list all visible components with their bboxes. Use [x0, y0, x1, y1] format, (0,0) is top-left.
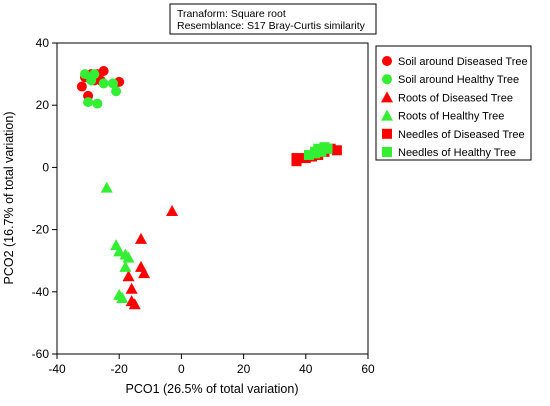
data-point-circle [92, 98, 103, 109]
data-point-circle [107, 78, 118, 89]
legend-label: Needles of Diseased Tree [398, 129, 525, 141]
legend-label: Soil around Diseased Tree [398, 56, 528, 68]
legend-marker-triangle [381, 91, 393, 103]
x-tick-label: 0 [178, 362, 185, 376]
legend: Soil around Diseased Tree Soil around Hea… [375, 45, 532, 161]
x-tick-label: 20 [237, 362, 251, 376]
data-point-triangle [122, 270, 135, 282]
data-point-triangle [134, 232, 147, 244]
data-point-triangle [113, 245, 126, 257]
data-point-square [322, 143, 333, 154]
data-point-triangle [119, 260, 132, 272]
legend-frame [375, 45, 532, 161]
data-point-circle [79, 69, 90, 80]
data-point-circle [76, 81, 87, 92]
info-box-line-2: Resemblance: S17 Bray-Curtis similarity [177, 20, 366, 32]
x-axis: -40 -20 0 20 40 60 [48, 354, 375, 376]
x-tick-label: -20 [111, 362, 129, 376]
y-axis: -60 -40 -20 0 20 40 [32, 36, 57, 361]
y-tick-label: -40 [32, 285, 50, 299]
plot-frame [56, 42, 369, 355]
x-tick-label: 40 [299, 362, 313, 376]
data-points [76, 65, 342, 310]
data-point-circle [98, 65, 109, 76]
y-tick-label: 20 [36, 98, 50, 112]
legend-items: Soil around Diseased Tree Soil around Hea… [381, 56, 528, 159]
data-point-triangle [100, 181, 113, 193]
legend-marker-circle [382, 56, 392, 66]
data-point-square [331, 145, 342, 156]
x-tick-label: 60 [361, 362, 375, 376]
x-axis-label: PCO1 (26.5% of total variation) [126, 382, 299, 396]
info-box-frame [169, 3, 377, 35]
y-axis-label: PCO2 (16.7% of total variation) [2, 112, 16, 285]
info-box: Tranaform: Square root Resemblance: S17 … [169, 3, 377, 35]
legend-marker-circle [382, 74, 392, 85]
legend-label: Needles of Healthy Tree [398, 147, 516, 159]
info-box-line-1: Tranaform: Square root [177, 8, 286, 20]
data-point-triangle [116, 292, 129, 304]
legend-marker-triangle [381, 109, 393, 121]
data-point-triangle [166, 204, 179, 216]
data-point-circle [111, 86, 122, 97]
legend-label: Soil around Healthy Tree [398, 74, 519, 86]
data-point-triangle [122, 251, 135, 263]
y-tick-label: -20 [32, 223, 50, 237]
y-tick-label: 40 [36, 36, 50, 50]
data-point-triangle [138, 267, 151, 279]
data-point-square [291, 153, 302, 164]
data-point-triangle [125, 282, 138, 294]
data-point-square [303, 149, 314, 160]
data-point-circle [83, 97, 94, 108]
legend-marker-square [382, 128, 392, 139]
legend-label: Roots of Diseased Tree [398, 92, 513, 104]
y-tick-label: 0 [42, 160, 49, 174]
data-point-triangle [128, 298, 141, 310]
x-tick-label: -40 [48, 362, 66, 376]
legend-label: Roots of Healthy Tree [398, 111, 504, 123]
data-point-circle [89, 69, 100, 80]
y-tick-label: -60 [32, 347, 50, 361]
legend-marker-square [382, 147, 392, 157]
data-point-circle [98, 78, 109, 89]
